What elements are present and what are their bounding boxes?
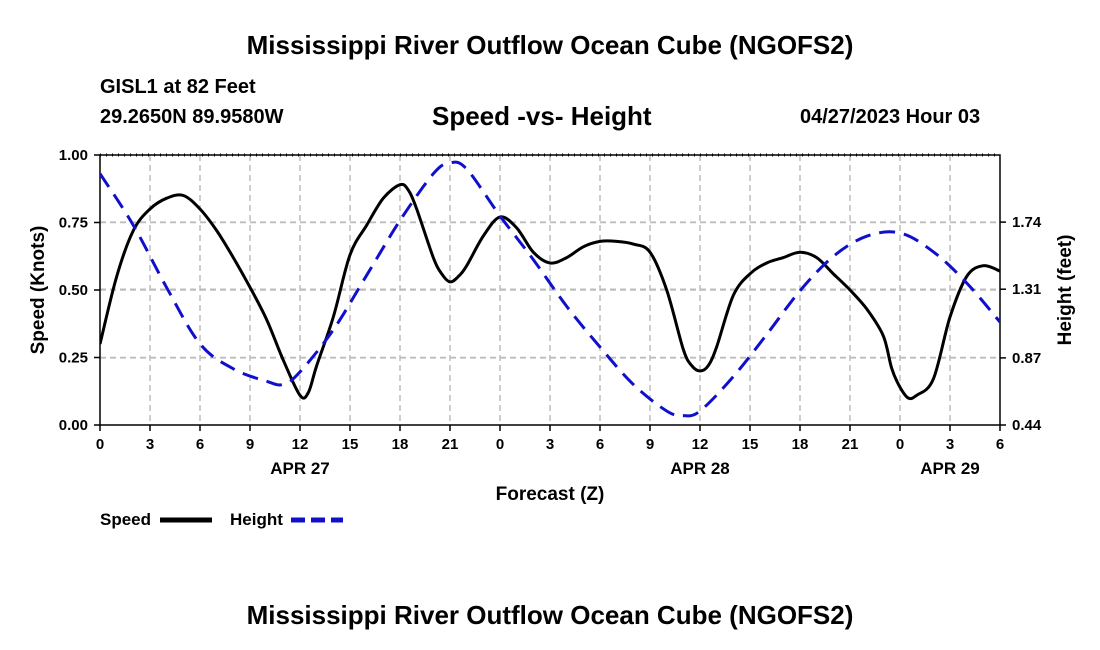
chart-subtitle: Speed -vs- Height [432,101,652,131]
x-tick-label: 12 [292,436,309,453]
x-tick-label: 15 [342,436,359,453]
x-tick-label: 18 [392,436,409,453]
x-tick-label: 6 [596,436,604,453]
footer-title: Mississippi River Outflow Ocean Cube (NG… [246,600,854,630]
y-tick-label: 0.50 [59,282,88,299]
x-axis-label: Forecast (Z) [496,484,605,505]
station-label: GISL1 at 82 Feet [100,76,256,98]
y-tick-label: 0.75 [59,215,88,232]
x-tick-label: 0 [496,436,504,453]
y2-tick-label: 0.44 [1012,417,1042,434]
x-tick-label: 0 [96,436,104,453]
y2-tick-label: 0.87 [1012,350,1041,367]
x-tick-label: 21 [842,436,859,453]
x-tick-label: 6 [996,436,1004,453]
x-tick-label: 9 [246,436,254,453]
x-tick-label: 3 [546,436,554,453]
y2-tick-label: 1.31 [1012,281,1041,298]
y2-axis-label: Height (feet) [1055,235,1076,346]
x-tick-label: 18 [792,436,809,453]
speed-series-line [100,182,1000,401]
chart-title: Mississippi River Outflow Ocean Cube (NG… [246,30,854,60]
y-axis-label: Speed (Knots) [28,226,49,355]
legend-speed-label: Speed [100,510,151,529]
legend-height-label: Height [230,510,283,529]
x-tick-label: 3 [946,436,954,453]
x-tick-label: 12 [692,436,709,453]
x-tick-label: 21 [442,436,459,453]
y-tick-label: 0.25 [59,350,88,367]
date-label: APR 27 [270,459,330,478]
y2-tick-label: 1.74 [1012,214,1042,231]
y-tick-label: 0.00 [59,417,88,434]
x-tick-label: 15 [742,436,759,453]
station-coordinates: 29.2650N 89.9580W [100,106,284,128]
y-tick-label: 1.00 [59,147,88,164]
date-label: APR 28 [670,459,730,478]
x-tick-label: 9 [646,436,654,453]
date-label: APR 29 [920,459,980,478]
x-tick-label: 3 [146,436,154,453]
x-tick-label: 0 [896,436,904,453]
forecast-datetime: 04/27/2023 Hour 03 [800,106,981,128]
x-tick-label: 6 [196,436,204,453]
